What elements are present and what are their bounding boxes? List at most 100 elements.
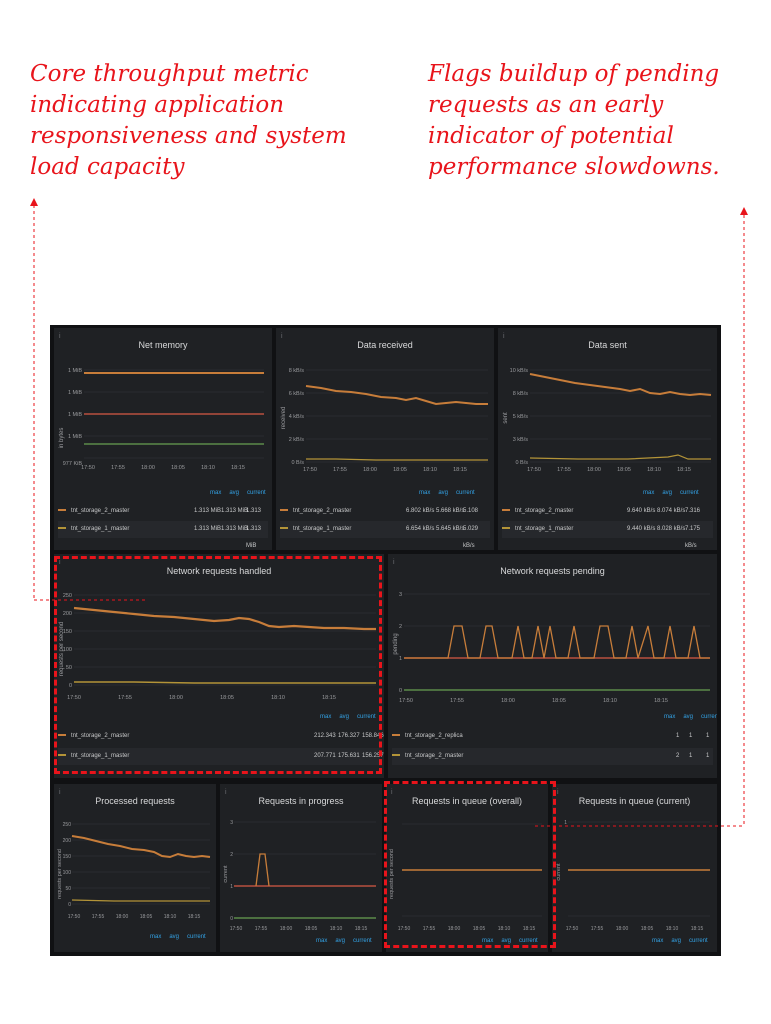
legend-row[interactable]: tnt_storage_1_master 207.771 175.631 156… [58,748,384,765]
series-line [74,681,376,684]
legend-max[interactable]: max [419,490,431,496]
panel-data-sent[interactable]: i Data sent sent 10 kB/s 8 kB/s 5 kB/s 3… [498,328,717,550]
x-tick: 18:00 [501,698,515,704]
legend-avg[interactable]: avg [501,938,512,944]
legend-current[interactable]: current [519,938,538,944]
y-axis-title: current [556,863,562,881]
y-tick: 0 [68,902,71,908]
legend-row[interactable]: tnt_storage_1_master 1.313 MiB 1.313 MiB… [58,521,268,549]
panel-network-requests-handled[interactable]: i Network requests handled requests per … [54,554,384,778]
legend-max[interactable]: max [664,714,676,720]
legend-max[interactable]: max [316,938,328,944]
info-icon[interactable]: i [503,333,505,340]
legend-current[interactable]: current [456,490,475,496]
y-tick: 100 [63,647,72,653]
y-tick: 2 [399,624,402,630]
legend-row[interactable]: tnt_storage_2_master 212.343 176.327 158… [58,728,384,745]
x-tick: 17:55 [118,695,132,701]
x-tick: 18:00 [448,926,461,932]
y-axis-title: pending [393,633,399,654]
legend-max[interactable]: max [643,490,655,496]
y-tick: 50 [65,886,71,892]
legend-current[interactable]: current [701,714,717,720]
panel-title: Requests in queue (overall) [411,796,523,806]
panel-requests-in-progress[interactable]: i Requests in progress current 3 2 1 0 1… [220,784,382,952]
x-tick: 18:05 [617,467,631,473]
legend-max[interactable]: max [150,934,162,940]
y-tick: 977 KiB [63,461,83,467]
legend-current[interactable]: current [357,714,376,720]
legend-avg[interactable]: avg [339,714,350,720]
info-icon[interactable]: i [225,789,227,796]
x-tick: 18:05 [552,698,566,704]
legend-row[interactable]: tnt_storage_1_master 6.654 kB/s 5.645 kB… [280,521,490,549]
legend-header: max avg current [312,714,376,720]
legend-row[interactable]: tnt_storage_2_replica 1 1 1 [392,728,713,745]
legend-max[interactable]: max [482,938,494,944]
annotation-throughput: Core throughput metric indicating applic… [30,61,347,180]
panel-requests-in-queue-current[interactable]: i Requests in queue (current) current 1 … [552,784,717,952]
x-tick: 18:05 [473,926,486,932]
info-icon[interactable]: i [281,333,283,340]
legend-avg[interactable]: avg [229,490,240,496]
x-tick: 17:55 [111,465,125,471]
panel-processed-requests[interactable]: i Processed requests requests per second… [54,784,216,952]
legend-max[interactable]: max [320,714,332,720]
legend-row[interactable]: tnt_storage_2_master 6.802 kB/s 5.668 kB… [280,503,490,531]
x-tick: 17:55 [557,467,571,473]
legend-current[interactable]: current [353,938,372,944]
legend-current[interactable]: current [689,938,708,944]
y-tick: 1 MiB [68,368,82,374]
panel-network-requests-pending[interactable]: i Network requests pending pending 3 2 1… [388,554,717,778]
x-tick: 18:15 [523,926,536,932]
legend-current[interactable]: current [680,490,699,496]
info-icon[interactable]: i [59,559,61,566]
panel-requests-in-queue-overall[interactable]: i Requests in queue (overall) requests p… [386,784,548,952]
y-tick: 4 kB/s [289,414,305,420]
legend-row[interactable]: tnt_storage_2_master 9.640 kB/s 8.074 kB… [502,503,713,531]
x-tick: 18:15 [322,695,336,701]
network-requests-handled-chart: requests per second 250 200 150 100 50 0… [59,593,376,701]
x-tick: 18:05 [393,467,407,473]
legend-row[interactable]: tnt_storage_2_master 1.313 MiB 1.313 MiB… [58,503,268,531]
info-icon[interactable]: i [557,789,559,796]
legend-max[interactable]: max [210,490,222,496]
network-requests-pending-chart: pending 3 2 1 0 17:50 17:55 18:00 18:05 … [393,592,710,704]
x-tick: 17:50 [81,465,95,471]
legend-max[interactable]: max [652,938,664,944]
info-icon[interactable]: i [393,559,395,566]
data-received-chart: received 8 kB/s 6 kB/s 4 kB/s 2 kB/s 0 B… [281,368,488,473]
legend-current[interactable]: current [247,490,266,496]
panel-data-received[interactable]: i Data received received 8 kB/s 6 kB/s 4… [276,328,494,550]
legend-avg[interactable]: avg [335,938,346,944]
x-tick: 18:10 [330,926,343,932]
info-icon[interactable]: i [59,333,61,340]
legend-avg[interactable]: avg [662,490,673,496]
y-tick: 1 MiB [68,434,82,440]
legend-avg[interactable]: avg [169,934,180,940]
x-tick: 17:55 [423,926,436,932]
y-tick: 0 B/s [291,460,304,466]
legend-row[interactable]: tnt_storage_1_master 9.440 kB/s 8.028 kB… [502,521,713,549]
data-sent-chart: sent 10 kB/s 8 kB/s 5 kB/s 3 kB/s 0 B/s … [503,368,712,473]
legend-header: max avg current [656,714,717,720]
legend-row[interactable]: tnt_storage_2_master 2 1 1 [392,748,713,765]
panel-title: Requests in queue (current) [578,796,691,806]
x-tick: 18:10 [647,467,661,473]
info-icon[interactable]: i [59,789,61,796]
legend-current[interactable]: current [187,934,206,940]
legend-avg[interactable]: avg [671,938,682,944]
panel-title: Processed requests [95,796,175,806]
y-tick: 200 [63,838,72,844]
y-axis-title: requests per second [389,849,395,899]
legend-avg[interactable]: avg [438,490,449,496]
legend-avg[interactable]: avg [683,714,694,720]
legend-header: max avg current [142,934,206,940]
panel-title: Data received [357,340,413,350]
y-tick: 200 [63,611,72,617]
x-tick: 17:55 [255,926,268,932]
panel-net-memory[interactable]: i Net memory in bytes 1 MiB 1 MiB 1 MiB … [54,328,272,550]
info-icon[interactable]: i [391,789,393,796]
y-tick: 6 kB/s [289,391,305,397]
y-tick: 8 kB/s [513,391,529,397]
